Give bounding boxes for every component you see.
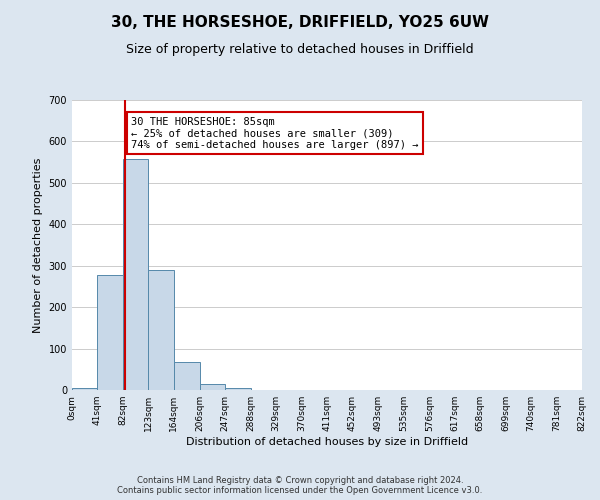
Text: Contains HM Land Registry data © Crown copyright and database right 2024.
Contai: Contains HM Land Registry data © Crown c… <box>118 476 482 495</box>
Y-axis label: Number of detached properties: Number of detached properties <box>33 158 43 332</box>
Text: Size of property relative to detached houses in Driffield: Size of property relative to detached ho… <box>126 42 474 56</box>
Bar <box>72 388 97 390</box>
Text: 30 THE HORSESHOE: 85sqm
← 25% of detached houses are smaller (309)
74% of semi-d: 30 THE HORSESHOE: 85sqm ← 25% of detache… <box>131 116 418 150</box>
Bar <box>148 270 174 390</box>
Bar <box>200 384 225 390</box>
Bar <box>174 362 200 390</box>
X-axis label: Distribution of detached houses by size in Driffield: Distribution of detached houses by size … <box>186 437 468 447</box>
Text: 30, THE HORSESHOE, DRIFFIELD, YO25 6UW: 30, THE HORSESHOE, DRIFFIELD, YO25 6UW <box>111 15 489 30</box>
Bar <box>97 275 123 390</box>
Bar <box>123 159 148 390</box>
Bar <box>225 388 251 390</box>
